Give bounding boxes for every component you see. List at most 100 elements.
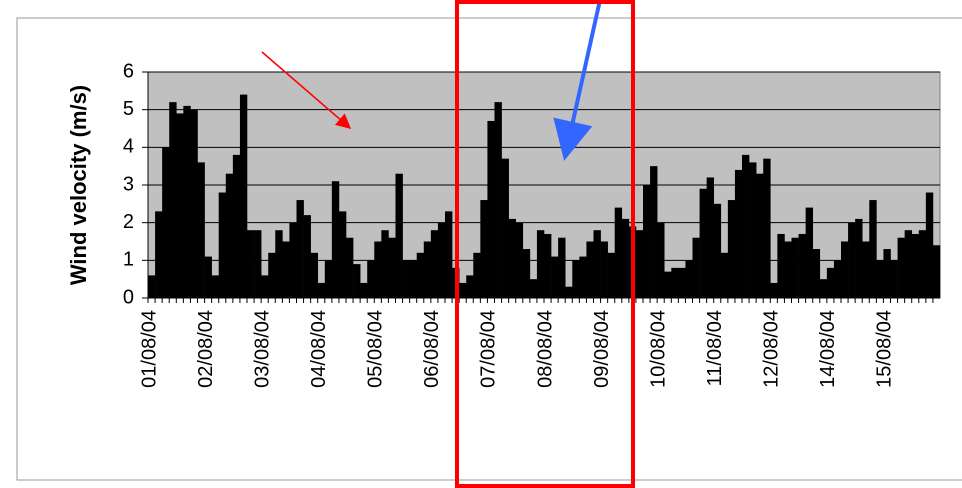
bar: [317, 282, 326, 298]
bar: [812, 249, 821, 298]
bar: [798, 233, 806, 298]
x-tick-label: 14/08/04: [817, 310, 839, 388]
bar: [289, 222, 297, 298]
bar: [699, 188, 707, 298]
bar: [551, 256, 559, 298]
bar: [303, 215, 311, 298]
bar: [183, 105, 191, 299]
bar: [770, 282, 778, 298]
bar: [324, 260, 333, 298]
bar: [791, 237, 799, 298]
x-tick-label: 11/08/04: [704, 310, 726, 386]
y-tick-label: 1: [123, 249, 134, 271]
x-tick-label: 04/08/04: [308, 310, 330, 388]
bar: [635, 230, 644, 298]
y-tick-label: 2: [123, 211, 134, 233]
bar: [883, 249, 891, 298]
bar: [331, 181, 340, 298]
bar: [805, 207, 814, 298]
bar: [565, 286, 573, 298]
y-tick-label: 0: [123, 286, 134, 308]
blue-arrow: [553, 0, 602, 161]
bar: [777, 233, 785, 298]
bar: [409, 260, 418, 298]
bar: [416, 252, 425, 298]
bar: [671, 267, 679, 298]
bar: [522, 249, 531, 298]
red-arrow: [261, 51, 352, 129]
bar: [862, 241, 870, 298]
bar: [402, 260, 410, 298]
bar: [643, 185, 651, 298]
bar: [374, 241, 382, 298]
bar: [593, 230, 601, 298]
bar: [706, 177, 715, 298]
bar: [904, 230, 913, 298]
bar: [600, 241, 608, 298]
bar: [155, 211, 163, 298]
bar: [338, 211, 347, 298]
bar: [197, 162, 205, 298]
bar: [501, 158, 509, 298]
bar: [296, 200, 304, 298]
bar: [508, 218, 517, 298]
bar: [487, 120, 495, 298]
bar: [720, 252, 729, 298]
chart-frame: [16, 17, 962, 481]
bar: [211, 275, 220, 298]
x-tick-label: 01/08/04: [138, 310, 160, 388]
bar: [437, 222, 446, 298]
bar: [544, 233, 552, 298]
bar: [529, 279, 538, 298]
bar: [678, 267, 686, 298]
bar: [558, 237, 566, 298]
bar: [268, 252, 276, 298]
bar: [473, 252, 481, 298]
y-tick-label: 4: [123, 136, 134, 158]
bar: [388, 237, 396, 298]
bar: [848, 222, 856, 298]
bar: [494, 102, 502, 298]
x-tick-label: 09/08/04: [591, 310, 613, 388]
bar: [367, 260, 375, 298]
bar: [876, 260, 884, 298]
x-tick-label: 12/08/04: [761, 310, 783, 388]
bar: [247, 230, 255, 298]
x-tick-label: 03/08/04: [251, 310, 273, 388]
bar: [692, 237, 700, 298]
bar: [254, 230, 262, 298]
bar: [423, 241, 432, 298]
bar: [536, 230, 545, 298]
bar: [232, 154, 241, 298]
bar: [480, 200, 488, 298]
bar: [826, 267, 835, 298]
bar: [466, 275, 474, 298]
bar: [148, 275, 156, 298]
bar: [275, 230, 283, 298]
bar: [395, 173, 403, 298]
bar: [756, 173, 764, 298]
bar: [579, 256, 587, 298]
bar: [734, 169, 743, 298]
bar: [657, 222, 665, 298]
bar: [162, 147, 170, 298]
x-tick-label: 06/08/04: [421, 310, 443, 388]
y-axis-label: Wind velocity (m/s): [66, 85, 91, 285]
bar: [784, 241, 792, 298]
bar: [239, 94, 248, 298]
bar: [445, 211, 453, 298]
bar: [572, 260, 580, 298]
x-tick-label: 07/08/04: [478, 310, 500, 388]
bar: [218, 192, 227, 298]
x-tick-label: 10/08/04: [647, 310, 669, 388]
y-tick-label: 6: [123, 60, 134, 82]
bar: [727, 200, 736, 298]
bar: [353, 264, 361, 298]
y-tick-label: 5: [123, 98, 134, 120]
x-tick-label: 05/08/04: [365, 310, 387, 388]
bar: [282, 241, 290, 298]
bar: [204, 256, 212, 298]
bar: [855, 218, 863, 298]
x-tick-label: 02/08/04: [195, 310, 217, 388]
bar: [911, 233, 920, 298]
